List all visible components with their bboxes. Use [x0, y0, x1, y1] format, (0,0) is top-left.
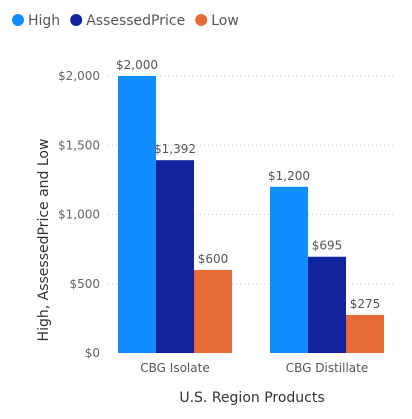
- legend-label-0: High: [28, 13, 60, 29]
- bar-low-1: [346, 314, 384, 353]
- data-label: $275: [350, 297, 381, 311]
- legend-marker-1: [70, 14, 83, 26]
- bar-high-0: [118, 76, 156, 353]
- bar-low-0: [194, 269, 232, 353]
- data-label: $2,000: [116, 58, 158, 72]
- y-tick-label: $500: [69, 277, 100, 291]
- y-axis-title: High, AssessedPrice and Low: [36, 139, 52, 342]
- bar-assessedprice-1: [308, 256, 346, 353]
- bars: [118, 76, 384, 353]
- data-label: $1,200: [268, 169, 310, 183]
- data-label: $695: [312, 239, 343, 253]
- x-tick-label: CBG Isolate: [140, 361, 209, 375]
- bar-assessedprice-0: [156, 160, 194, 353]
- data-label: $1,392: [154, 142, 196, 156]
- x-axis-title: U.S. Region Products: [179, 390, 324, 406]
- bar-high-1: [270, 186, 308, 353]
- y-tick-label: $1,500: [58, 138, 100, 152]
- data-labels: $2,000 $1,392 $600 $1,200 $695 $275: [116, 58, 380, 311]
- x-tick-label: CBG Distillate: [286, 361, 369, 375]
- y-tick-label: $2,000: [58, 69, 100, 83]
- data-label: $600: [198, 252, 229, 266]
- legend: High AssessedPrice Low: [12, 13, 239, 29]
- x-axis-ticks: CBG Isolate CBG Distillate: [140, 361, 368, 375]
- legend-label-2: Low: [211, 13, 239, 29]
- legend-label-1: AssessedPrice: [86, 13, 185, 29]
- y-tick-label: $1,000: [58, 208, 100, 222]
- y-tick-label: $0: [85, 346, 100, 360]
- legend-marker-2: [195, 14, 208, 26]
- y-axis-ticks: $0 $500 $1,000 $1,500 $2,000: [58, 69, 100, 360]
- legend-marker-0: [12, 14, 24, 26]
